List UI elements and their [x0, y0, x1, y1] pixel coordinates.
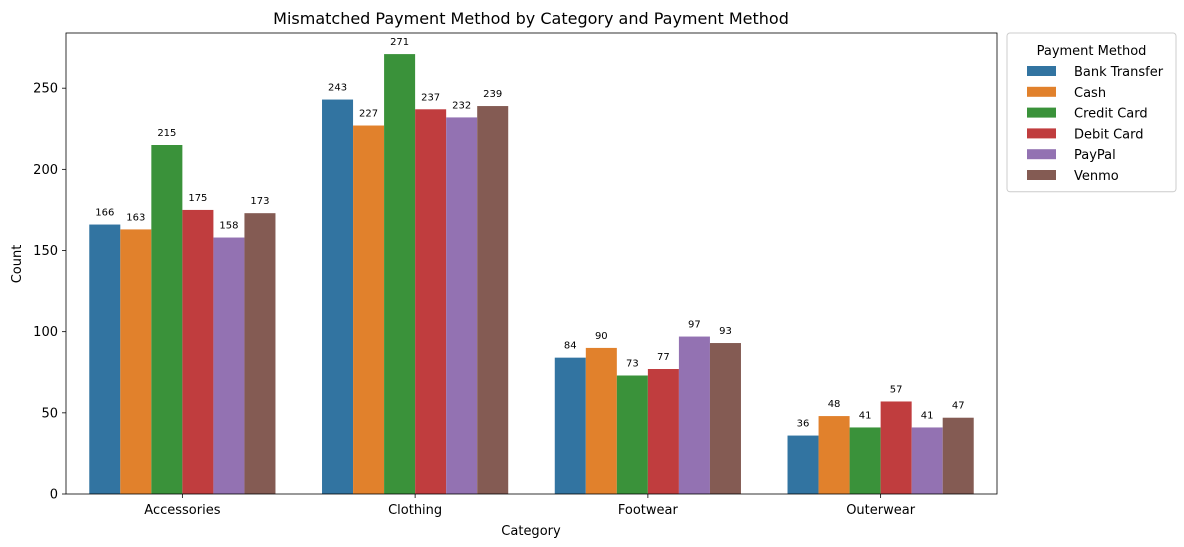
bar-bank-transfer-footwear [554, 357, 586, 494]
y-axis-label: Count [10, 245, 25, 284]
data-label: 227 [359, 109, 378, 120]
y-tick-label: 0 [50, 488, 58, 503]
data-label: 73 [626, 359, 639, 370]
legend-title: Payment Method [1037, 44, 1147, 59]
bar-bank-transfer-outerwear [787, 435, 819, 494]
bar-credit-card-outerwear [849, 427, 881, 494]
data-label: 77 [657, 352, 670, 363]
legend-swatch [1027, 107, 1056, 118]
bar-credit-card-footwear [616, 375, 648, 494]
data-label: 158 [219, 221, 238, 232]
x-tick-label: Outerwear [846, 503, 916, 518]
data-label: 237 [421, 92, 440, 103]
data-label: 41 [859, 410, 872, 421]
bar-cash-accessories [120, 229, 152, 494]
bar-bank-transfer-clothing [322, 99, 354, 495]
bar-venmo-outerwear [942, 417, 974, 494]
bar-cash-outerwear [818, 416, 850, 494]
data-label: 84 [564, 341, 577, 352]
data-label: 166 [95, 208, 114, 219]
x-tick-label: Accessories [144, 503, 220, 518]
legend-entry: Cash [1074, 86, 1106, 101]
bar-bank-transfer-accessories [89, 224, 121, 495]
legend-swatch [1027, 149, 1056, 160]
legend-swatch [1027, 86, 1056, 97]
axes-frame [65, 32, 998, 495]
data-label: 48 [828, 399, 841, 410]
plot-area: 166 243 84 36 163 227 90 48 215 271 73 41 175 237 77 57… [33, 32, 998, 518]
bar-credit-card-accessories [151, 145, 183, 494]
bar-cash-clothing [353, 125, 385, 495]
data-label: 36 [797, 419, 810, 430]
x-axis-label: Category [501, 524, 561, 539]
legend-entry: Venmo [1074, 169, 1119, 184]
y-tick-label: 150 [33, 244, 58, 259]
data-label: 271 [390, 37, 409, 48]
legend-entry: PayPal [1074, 148, 1116, 163]
bar-credit-card-clothing [384, 54, 416, 494]
bar-debit-card-clothing [415, 109, 447, 494]
legend-swatch [1027, 66, 1056, 76]
data-label: 215 [157, 128, 176, 139]
chart-title: Mismatched Payment Method by Category an… [273, 9, 789, 28]
x-tick-label: Footwear [618, 503, 679, 518]
bar-cash-footwear [585, 347, 617, 494]
legend-swatch [1027, 128, 1056, 139]
y-tick-label: 50 [41, 406, 58, 421]
data-label: 232 [452, 100, 471, 111]
data-label: 239 [483, 89, 502, 100]
data-label: 57 [890, 384, 903, 395]
y-tick-label: 250 [33, 82, 58, 97]
y-tick-label: 200 [33, 163, 58, 178]
data-label: 173 [250, 196, 269, 207]
x-tick-label: Clothing [388, 503, 442, 518]
legend-entry: Bank Transfer [1074, 65, 1164, 80]
legend-entry: Credit Card [1074, 107, 1148, 122]
bar-paypal-accessories [213, 237, 245, 494]
data-label: 175 [188, 193, 207, 204]
legend-swatch [1027, 170, 1056, 180]
y-tick-label: 100 [33, 325, 58, 340]
data-label: 90 [595, 331, 608, 342]
data-label: 47 [952, 401, 965, 412]
bar-venmo-accessories [244, 213, 276, 494]
data-label: 41 [921, 410, 934, 421]
legend-entry: Debit Card [1074, 127, 1144, 142]
bar-debit-card-accessories [182, 209, 214, 494]
bar-paypal-footwear [678, 336, 710, 494]
data-label: 93 [719, 326, 732, 337]
data-label: 97 [688, 320, 701, 331]
legend: Payment Method Bank Transfer Cash Credit Ca… [1006, 32, 1177, 193]
bar-paypal-clothing [446, 117, 478, 494]
data-label: 163 [126, 212, 145, 223]
bar-venmo-footwear [709, 343, 741, 494]
bar-venmo-clothing [477, 106, 509, 495]
bar-debit-card-footwear [647, 369, 679, 494]
bar-paypal-outerwear [911, 427, 943, 494]
bar-debit-card-outerwear [880, 401, 912, 494]
data-label: 243 [328, 83, 347, 94]
